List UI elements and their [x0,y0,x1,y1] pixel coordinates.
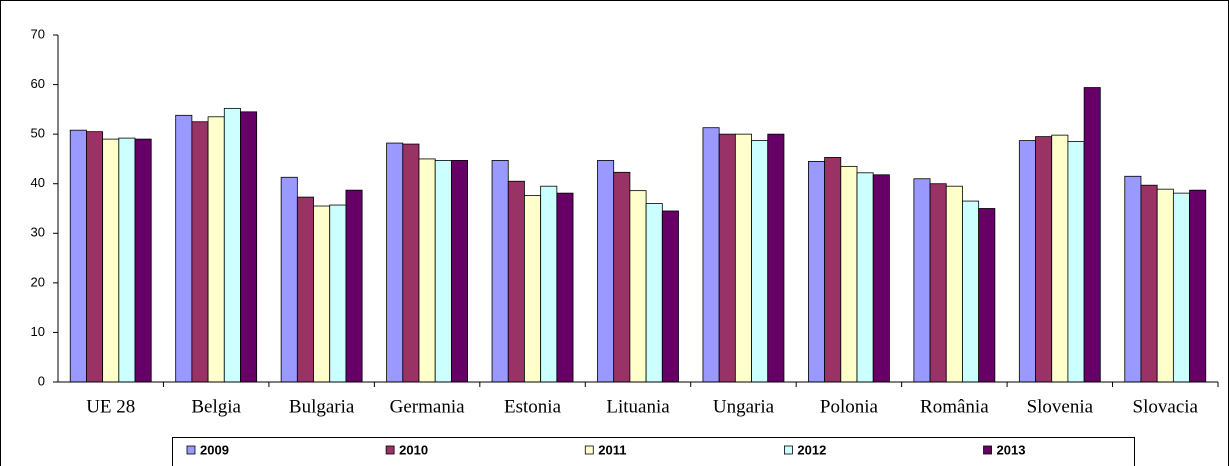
x-tick-label: Bulgaria [289,396,355,417]
bar [1035,136,1053,383]
bar [645,203,663,383]
bar [767,133,785,383]
bar [1018,140,1036,383]
x-tick-label: Germania [390,396,465,417]
bar [240,111,258,383]
bar [1140,184,1158,383]
bar [386,142,404,383]
bar [978,208,996,383]
bar [1172,192,1190,383]
bar [175,114,193,383]
bar [718,133,736,383]
bar [661,210,679,383]
bar [134,138,152,383]
bar [1156,188,1174,383]
legend-swatch [983,445,992,455]
bar [313,205,331,383]
x-tick-label: Estonia [504,396,562,417]
x-tick-label: UE 28 [86,396,135,417]
bar [345,189,363,383]
y-tick-label: 10 [31,324,45,339]
bar [450,160,468,383]
bar [1083,87,1101,383]
bar [734,133,752,383]
bar [1124,175,1142,383]
y-tick-label: 50 [31,126,45,141]
y-tick-label: 40 [31,175,45,190]
bar [913,178,931,383]
bar [418,158,436,383]
legend-swatch [385,445,395,455]
bar [808,161,826,383]
bar [491,160,509,383]
bar [296,196,314,383]
legend-label: 2012 [797,442,826,457]
x-tick-label: Polonia [820,396,879,417]
bar [1067,141,1085,383]
bar [207,116,225,383]
x-tick-label: Belgia [191,396,241,417]
legend-swatch [784,445,793,455]
y-tick-label: 60 [31,76,45,91]
bar [1189,189,1207,383]
bar [751,140,769,383]
bar [597,160,615,383]
bar [962,200,980,383]
x-tick-label: Ungaria [713,396,775,417]
bar [840,165,858,383]
x-tick-label: Lituania [606,396,670,417]
bar [191,121,209,383]
bar [524,195,542,383]
y-tick-label: 70 [31,26,45,41]
bar [613,171,631,383]
bar [540,185,558,383]
legend-label: 2011 [598,442,626,457]
bar [945,185,963,383]
bar [872,174,890,383]
legend-label: 2010 [399,442,428,457]
bar [434,160,452,383]
bar [856,172,874,383]
bar [69,129,87,383]
bar [102,138,120,383]
x-tick-label: Slovenia [1027,396,1094,417]
legend-swatch [186,445,196,455]
bar [280,176,298,383]
bar [223,107,241,383]
legend-box [172,437,1135,466]
y-tick-label: 30 [31,225,45,240]
bar [118,137,136,383]
bar [929,183,947,383]
bar [702,127,720,383]
bar [329,204,347,383]
legend-label: 2013 [997,442,1026,457]
bar [1051,134,1069,383]
x-tick-label: Slovacia [1133,396,1199,417]
y-tick-label: 20 [31,274,45,289]
bar [507,180,525,383]
bar [86,131,104,383]
bar [402,143,420,383]
y-tick-label: 0 [38,373,45,388]
x-tick-label: România [920,396,989,417]
legend-label: 2009 [200,442,229,457]
bar [824,157,842,383]
bar [556,192,574,383]
bar [629,190,647,383]
legend-swatch [584,445,594,455]
